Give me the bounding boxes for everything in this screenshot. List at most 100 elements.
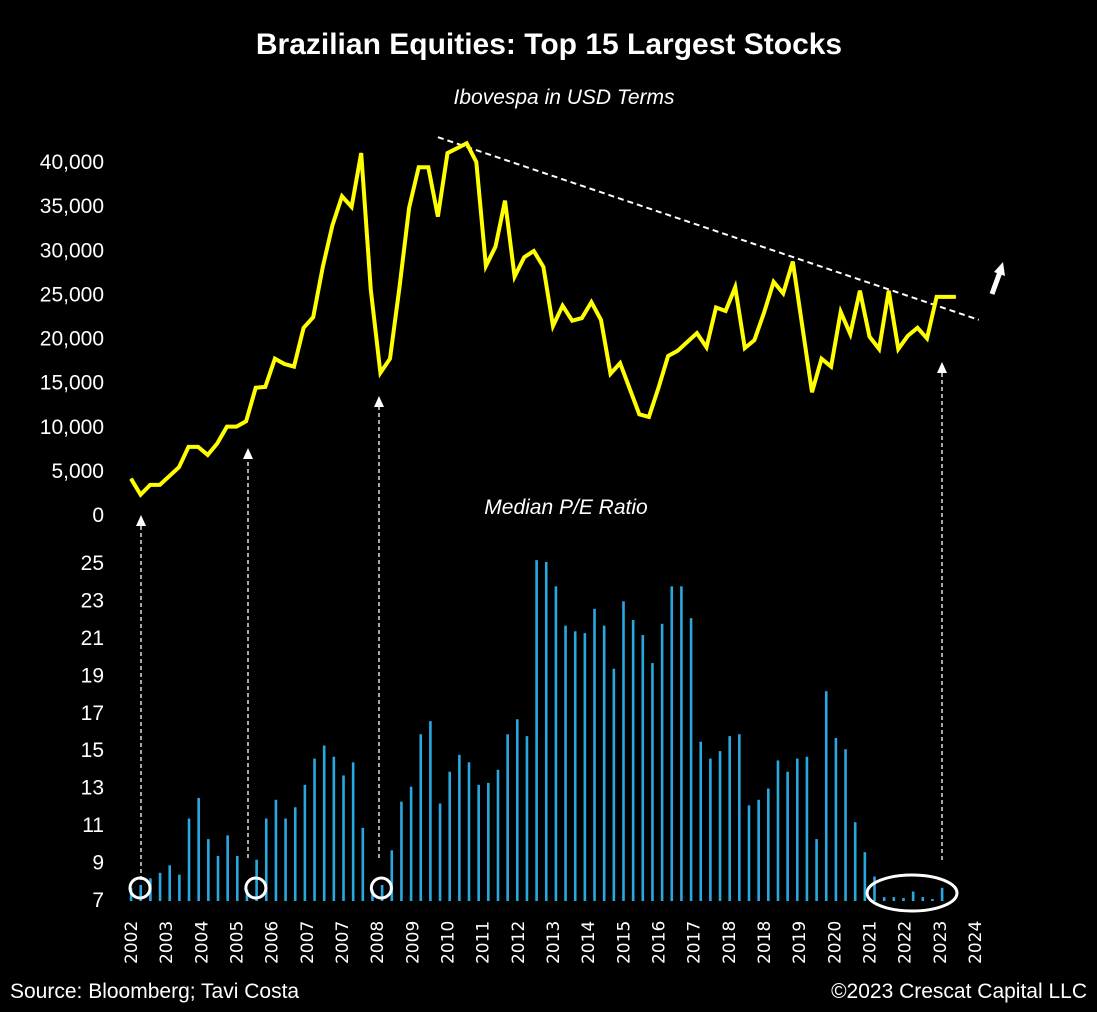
up-arrow-head-icon [994, 262, 1005, 276]
price-point [255, 387, 256, 388]
pe-bar [255, 860, 258, 901]
pe-bar [767, 789, 770, 901]
price-point [131, 478, 132, 479]
pe-bar [555, 586, 558, 901]
price-point [744, 348, 745, 349]
pe-bar [941, 888, 944, 901]
arrow-head-icon [243, 448, 253, 459]
price-point [380, 372, 381, 373]
price-point [207, 454, 208, 455]
pe-bar [844, 749, 847, 901]
price-point [476, 161, 477, 162]
x-axis: 2002 2003 2004 2005 2006 2007 2007 2008 2009 2010… [122, 921, 986, 964]
price-y-tick: 15,000 [40, 372, 104, 395]
pe-bar [410, 787, 413, 901]
pe-bar [197, 798, 200, 901]
pe-bar [854, 822, 857, 901]
bar-subtitle: Median P/E Ratio [484, 496, 648, 519]
pe-bar [786, 772, 789, 901]
price-point [600, 319, 601, 320]
x-tick-label: 2022 [896, 921, 916, 964]
pe-bar [835, 738, 838, 901]
price-point [188, 446, 189, 447]
price-y-tick: 10,000 [40, 416, 104, 439]
price-point [783, 293, 784, 294]
pe-y-tick: 13 [81, 777, 104, 800]
pe-y-tick: 21 [81, 627, 104, 650]
pe-bar [400, 802, 403, 901]
pe-bar [815, 839, 818, 901]
price-point [879, 348, 880, 349]
price-point [869, 336, 870, 337]
price-line-layer [131, 143, 957, 495]
price-point [946, 296, 947, 297]
price-point [927, 338, 928, 339]
pe-bar [323, 745, 326, 901]
price-point [361, 153, 362, 154]
arrow-head-icon [374, 396, 384, 407]
pe-bar [873, 877, 876, 901]
pe-bar [362, 828, 365, 901]
pe-bar [748, 805, 751, 901]
price-point [888, 290, 889, 291]
pe-bar [709, 759, 712, 901]
x-tick-label: 2004 [192, 921, 212, 964]
chart-title: Brazilian Equities: Top 15 Largest Stock… [256, 28, 842, 61]
pe-bar [226, 835, 229, 901]
pe-bar [448, 772, 451, 901]
x-tick-label: 2003 [157, 921, 177, 964]
pe-bar [217, 856, 220, 901]
pe-bar [699, 742, 702, 901]
price-point [725, 311, 726, 312]
source-note: Source: Bloomberg; Tavi Costa [10, 980, 299, 1003]
price-point [351, 206, 352, 207]
price-point [389, 358, 390, 359]
price-point [303, 327, 304, 328]
pe-bar [670, 586, 673, 901]
price-y-tick: 5,000 [51, 460, 104, 483]
price-point [764, 312, 765, 313]
pe-y-tick: 11 [82, 814, 104, 837]
pe-bar [931, 899, 934, 901]
highlight-circles [130, 875, 957, 911]
price-point [274, 358, 275, 359]
price-point [716, 307, 717, 308]
pe-bar [506, 734, 509, 901]
pe-y-axis: 791113151719212325 [81, 552, 104, 912]
x-tick-label: 2017 [685, 921, 705, 964]
pe-bar [622, 601, 625, 901]
pe-bar [738, 734, 741, 901]
trendline-group [438, 137, 1005, 320]
x-tick-label: 2015 [614, 921, 634, 964]
pe-bar [236, 856, 239, 901]
pe-bar [352, 762, 355, 901]
price-point [485, 266, 486, 267]
pe-bar [178, 875, 181, 901]
price-point [399, 287, 400, 288]
pe-bar [439, 804, 442, 901]
price-point [418, 167, 419, 168]
pe-y-tick: 17 [81, 702, 104, 725]
pe-y-tick: 19 [81, 664, 104, 687]
pe-bar [535, 560, 538, 901]
pe-bar [603, 626, 606, 901]
price-point [677, 350, 678, 351]
price-point [907, 335, 908, 336]
pe-y-tick: 9 [92, 852, 104, 875]
price-point [495, 246, 496, 247]
x-tick-label: 2008 [368, 921, 388, 964]
price-point [524, 257, 525, 258]
pe-bar [429, 721, 432, 901]
price-point [773, 281, 774, 282]
price-point [466, 143, 467, 144]
price-point [409, 207, 410, 208]
line-subtitle: Ibovespa in USD Terms [454, 86, 675, 109]
pe-bars [130, 560, 944, 901]
x-tick-label: 2014 [579, 921, 599, 964]
price-point [370, 289, 371, 290]
x-tick-label: 2006 [263, 921, 283, 964]
pe-bar [642, 635, 645, 901]
pe-bar [902, 898, 905, 901]
pe-bar [468, 762, 471, 901]
